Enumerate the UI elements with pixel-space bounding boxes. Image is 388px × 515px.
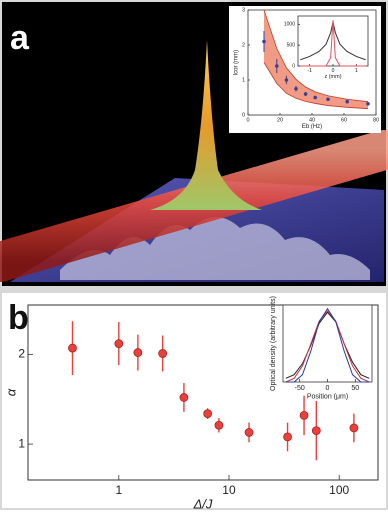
series-line [300,20,366,67]
x-tick-label: 0 [326,385,330,392]
y-tick-label: 1 [18,436,25,450]
x-tick-label: 20 [277,117,283,123]
series-line [285,307,370,383]
point [366,102,370,106]
x-tick-label: 1 [355,68,358,74]
point [179,393,189,402]
plot-frame [27,304,379,481]
x-axis-label: Position (μm) [307,394,348,401]
point [203,409,213,418]
point [244,428,254,437]
band-fill [264,10,368,109]
point [326,97,330,102]
point [313,95,318,100]
point [133,348,143,357]
point [214,420,224,430]
x-tick-label: 10 [222,483,236,497]
x-tick-label: 0 [332,68,335,74]
point [158,349,168,358]
x-axis-label: Eb (Hz) [302,124,322,130]
x-tick-label: 0 [246,117,249,123]
x-tick-label: 1 [115,483,122,497]
y-tick-label: 3 [242,7,245,13]
x-tick-label: -1 [307,68,312,74]
y-tick-label: 1 [242,77,245,83]
x-axis-label: Δ/J [193,497,213,510]
point [114,339,124,348]
x-tick-label: -50 [295,385,305,392]
y-tick-label: 0 [242,112,245,118]
y-axis-label: lcor (mm) [234,50,240,75]
y-axis-label: α [3,388,18,396]
y-tick-label: 1000 [284,22,295,28]
band-upper [263,9,369,103]
x-tick-label: 50 [351,385,359,392]
hills [60,216,370,280]
point [284,78,289,82]
panel-label: a [10,19,30,57]
point [303,92,308,96]
point [283,432,292,442]
y-tick-label: 2 [18,347,25,361]
series-line [285,310,370,383]
panel-label: b [8,299,29,337]
point [311,426,321,436]
x-tick-label: 60 [341,117,347,123]
band-lower [263,62,369,110]
y-tick-label: 2 [242,42,245,48]
y-axis-label: Optical density (arbitrary units) [270,296,277,391]
point [349,423,359,433]
y-tick-label: 0 [292,63,295,69]
peak [150,40,262,210]
x-tick-label: 40 [309,117,315,123]
y-tick-label: 500 [287,42,296,48]
x-tick-label: 80 [373,117,379,123]
series-line [285,311,370,379]
point [345,99,350,104]
point [68,343,77,353]
point [294,86,298,91]
x-axis-label: z (mm) [324,74,341,80]
point [299,410,309,420]
point [262,39,266,44]
x-tick-label: 100 [329,483,349,497]
point [275,64,279,68]
